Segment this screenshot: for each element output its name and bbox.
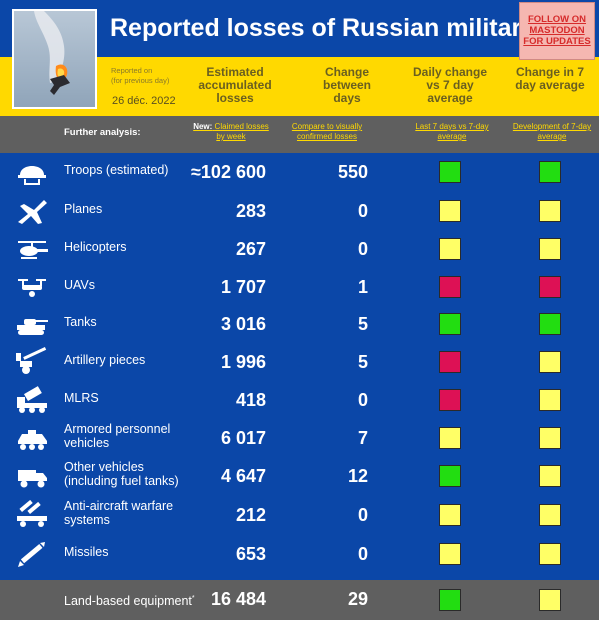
anti-aircraft-icon [14, 499, 50, 530]
helicopter-icon [14, 234, 50, 264]
row-value: 212 [235, 505, 266, 525]
row-label: Artillery pieces [64, 353, 146, 367]
row-label: Anti-aircraft warfare systems [64, 499, 174, 527]
column-header-daily: Daily change vs 7 day average [412, 65, 488, 105]
daily-indicator [439, 276, 461, 298]
helmet-icon [14, 157, 50, 187]
weekly-indicator [539, 238, 561, 260]
apc-icon [14, 423, 50, 453]
row-label: Helicopters [64, 240, 127, 254]
footer-total-row [0, 580, 599, 620]
row-change: 5 [357, 314, 368, 334]
drone-icon [14, 272, 50, 302]
row-change: 7 [357, 428, 368, 448]
row-value: ≈102 600 [191, 162, 266, 182]
further-analysis-label: Further analysis: [64, 127, 141, 138]
weekly-indicator [539, 465, 561, 487]
aircraft-photo [12, 9, 97, 109]
daily-indicator [439, 543, 461, 565]
row-value: 3 016 [220, 314, 266, 334]
row-label: Troops (estimated) [64, 163, 169, 177]
jet-icon [14, 196, 50, 226]
footer-label: Land-based equipment* [64, 594, 195, 609]
row-change: 1 [357, 277, 368, 297]
mlrs-icon [14, 385, 50, 415]
daily-indicator [439, 161, 461, 183]
row-label: Planes [64, 202, 103, 216]
column-header-weekly: Change in 7 day average [515, 65, 585, 92]
truck-icon [14, 461, 50, 491]
compare-confirmed-link[interactable]: Compare to visually confirmed losses [291, 122, 363, 141]
daily-indicator [439, 427, 461, 449]
footer-weekly-indicator [539, 589, 561, 611]
weekly-indicator [539, 351, 561, 373]
daily-indicator [439, 351, 461, 373]
daily-indicator [439, 465, 461, 487]
row-change: 0 [357, 390, 368, 410]
missile-icon [14, 539, 50, 569]
daily-indicator [439, 389, 461, 411]
page-title: Reported losses of Russian military [110, 14, 536, 42]
row-label: Other vehicles (including fuel tanks) [64, 460, 179, 488]
reported-note: Reported on (for previous day) [111, 66, 170, 85]
weekly-indicator [539, 543, 561, 565]
tank-icon [14, 309, 50, 339]
weekly-indicator [539, 389, 561, 411]
weekly-indicator [539, 161, 561, 183]
daily-indicator [439, 200, 461, 222]
weekly-indicator [539, 276, 561, 298]
weekly-indicator [539, 200, 561, 222]
weekly-indicator [539, 313, 561, 335]
development-7-day-link[interactable]: Development of 7-day average [512, 122, 592, 141]
row-change: 550 [337, 162, 368, 182]
row-label: UAVs [64, 278, 96, 292]
footer-value: 16 484 [210, 589, 266, 609]
daily-indicator [439, 238, 461, 260]
mastodon-follow-link[interactable]: FOLLOW ON MASTODON FOR UPDATES [519, 2, 595, 60]
daily-indicator [439, 504, 461, 526]
analysis-band [0, 116, 599, 153]
row-change: 0 [357, 239, 368, 259]
column-header-estimated: Estimated accumulated losses [198, 65, 272, 105]
row-value: 283 [235, 201, 266, 221]
weekly-indicator [539, 504, 561, 526]
column-header-change: Change between days [322, 65, 371, 105]
row-change: 0 [357, 201, 368, 221]
row-label: Tanks [64, 315, 97, 329]
daily-indicator [439, 313, 461, 335]
last-7-days-link[interactable]: Last 7 days vs 7-day average [415, 122, 489, 141]
row-value: 653 [235, 544, 266, 564]
row-value: 4 647 [220, 466, 266, 486]
row-change: 0 [357, 505, 368, 525]
row-label: Missiles [64, 545, 109, 559]
claimed-losses-link[interactable]: New: Claimed losses by week [193, 122, 269, 141]
report-date: 26 déc. 2022 [112, 95, 176, 107]
column-header-band [0, 57, 599, 116]
row-value: 1 996 [220, 352, 266, 372]
footer-daily-indicator [439, 589, 461, 611]
row-value: 6 017 [220, 428, 266, 448]
row-change: 5 [357, 352, 368, 372]
row-change: 0 [357, 544, 368, 564]
row-value: 418 [235, 390, 266, 410]
artillery-icon [14, 347, 50, 377]
row-value: 1 707 [220, 277, 266, 297]
footer-change: 29 [347, 589, 368, 609]
row-label: MLRS [64, 391, 99, 405]
row-change: 12 [347, 466, 368, 486]
header-bar [0, 0, 599, 57]
row-value: 267 [235, 239, 266, 259]
row-label: Armored personnel vehicles [64, 422, 171, 450]
weekly-indicator [539, 427, 561, 449]
